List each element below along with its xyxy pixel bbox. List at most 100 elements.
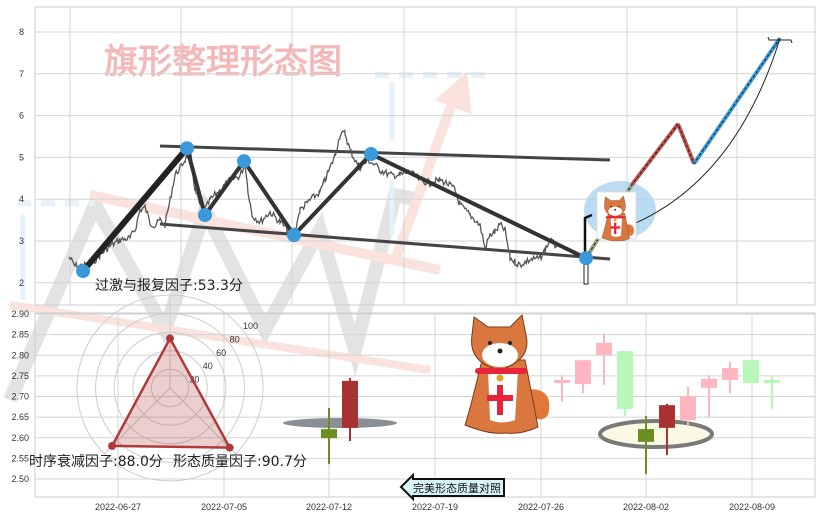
y-tick-label: 3 — [19, 236, 24, 246]
pivot-point — [287, 228, 301, 243]
candle — [743, 360, 759, 383]
dog-nose — [614, 208, 617, 211]
dog-muzzle — [482, 343, 518, 367]
shiba-dog-icon — [601, 195, 634, 242]
candle — [596, 333, 612, 385]
radar-tick-label: 40 — [203, 361, 213, 371]
candle — [659, 403, 675, 456]
candle — [575, 360, 591, 394]
arrow-left-icon[interactable] — [399, 472, 505, 502]
x-tick-label: 2022-07-05 — [201, 502, 247, 512]
pattern-highlight-ellipse — [598, 419, 714, 449]
radar-point — [166, 334, 174, 343]
radar-label-time-decay: 时序衰减因子:88.0分 — [29, 453, 163, 470]
radar-label-overreaction: 过激与报复因子:53.3分 — [95, 277, 243, 294]
candle-body — [554, 380, 570, 383]
compare-button-label[interactable]: 完美形态质量对照 — [413, 481, 501, 495]
zigzag-leg — [185, 147, 207, 216]
zigzag-leg — [370, 152, 587, 260]
radar-area — [110, 335, 232, 449]
watermark-arrow-head — [435, 72, 472, 115]
breakout-marker — [583, 213, 593, 252]
candle-body — [321, 429, 337, 439]
watermark-red-band-2 — [9, 301, 431, 374]
dog-badge — [596, 191, 637, 242]
candle-body — [596, 342, 612, 355]
y-tick-label: 2.75 — [11, 371, 29, 381]
candlestick-panel: 2022-06-27 2022-07-05 2022-07-12 2022-07-19… — [11, 309, 816, 512]
x-tick-label: 2022-07-12 — [306, 502, 352, 512]
candle-body — [659, 405, 675, 428]
candle — [342, 377, 358, 442]
dog-collar — [605, 216, 626, 219]
y-tick-label: 8 — [19, 27, 24, 37]
x-tick-label: 2022-07-19 — [412, 502, 458, 512]
pivot-point — [180, 141, 194, 156]
pivot-point — [76, 264, 90, 279]
zigzag-leg — [292, 152, 373, 237]
candle — [764, 375, 780, 409]
x-tick-label: 2022-08-09 — [729, 502, 775, 512]
radar-tick-label: 20 — [189, 375, 199, 385]
candle — [638, 415, 654, 475]
compare-button[interactable]: 完美形态质量对照 — [399, 472, 505, 502]
dog-bone-cross — [610, 222, 621, 234]
candle-body — [722, 368, 738, 380]
pivot-point — [364, 147, 378, 162]
candle-body — [764, 380, 780, 383]
reference-ellipse — [283, 418, 397, 428]
zigzag-leg — [80, 146, 190, 274]
dog-eye — [610, 205, 613, 208]
candle-body — [701, 378, 717, 388]
dog-eye — [488, 341, 492, 345]
y-tick-label: 2.80 — [11, 350, 29, 360]
y-tick-label: 6 — [19, 111, 24, 121]
candle — [680, 387, 696, 425]
candle-body — [575, 360, 591, 385]
x-tick-label: 2022-08-02 — [623, 502, 669, 512]
dog-tag — [613, 218, 617, 222]
y-tick-label: 2.50 — [11, 474, 29, 484]
candle — [701, 375, 717, 418]
dog-muzzle — [608, 206, 623, 216]
pivot-point — [237, 154, 251, 169]
watermark-layer — [3, 72, 490, 403]
candle-body — [617, 351, 633, 409]
radar-point — [225, 443, 234, 452]
radar-point — [108, 441, 117, 450]
dog-collar — [475, 368, 527, 374]
y-tick-label: 2.65 — [11, 412, 29, 422]
zigzag-leg — [242, 160, 296, 237]
y-tick-label: 2.70 — [11, 392, 29, 402]
x-tick-label: 2022-07-26 — [518, 502, 564, 512]
watermark-title: 旗形整理形态图 — [104, 42, 342, 82]
dog-eye — [508, 341, 512, 345]
projection-leg — [676, 123, 696, 165]
radar-tick-label: 80 — [230, 334, 240, 344]
candle — [321, 408, 337, 465]
candle-body — [342, 380, 358, 428]
pivot-point — [198, 208, 212, 223]
radar-tick-label: 60 — [216, 348, 226, 358]
y-tick-label: 2.60 — [11, 433, 29, 443]
lower-trend-line — [159, 222, 611, 261]
y-tick-label: 2 — [19, 278, 24, 288]
candle-body — [743, 360, 759, 383]
y-tick-label: 2.90 — [11, 309, 29, 319]
y-tick-label: 2.55 — [11, 453, 29, 463]
dog-nose — [497, 348, 503, 354]
y-tick-label: 7 — [19, 69, 24, 79]
y-tick-label: 2.85 — [11, 330, 29, 340]
candle — [554, 375, 570, 402]
price-line — [68, 129, 561, 271]
candle-body — [680, 396, 696, 421]
radar-spoke — [169, 387, 237, 455]
dog-eye — [618, 205, 620, 208]
upper-trend-line — [159, 144, 611, 162]
radar-tick-label: 100 — [243, 321, 258, 331]
dog-tag — [496, 374, 504, 382]
watermark-arrow-shaft — [390, 93, 460, 262]
y-tick-label: 4 — [19, 194, 24, 204]
dog-bone-cross — [487, 385, 513, 415]
